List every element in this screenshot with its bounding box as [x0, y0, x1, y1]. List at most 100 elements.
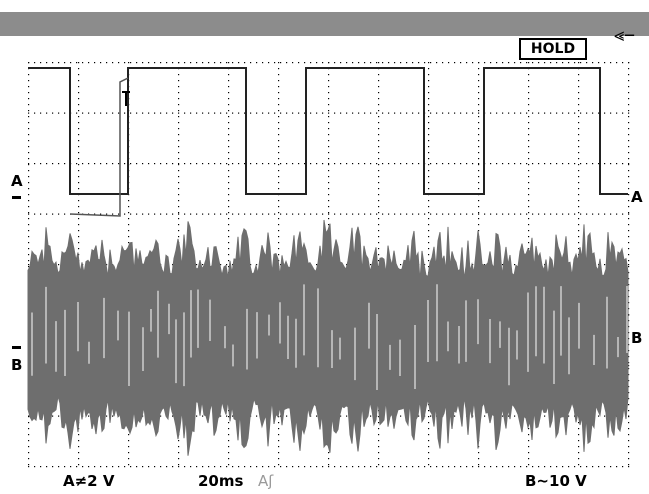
- grid-dot: [478, 140, 480, 142]
- grid-dot: [378, 218, 380, 220]
- grid-dot: [78, 116, 80, 118]
- grid-dot: [184, 466, 186, 468]
- grid-dot: [328, 458, 330, 460]
- grid-dot: [78, 242, 80, 244]
- grid-dot: [228, 452, 230, 454]
- grid-dot: [424, 62, 426, 64]
- grid-dot: [448, 213, 450, 215]
- grid-dot: [628, 62, 630, 64]
- grid-dot: [604, 62, 606, 64]
- grid-dot: [228, 128, 230, 130]
- grid-dot: [378, 458, 380, 460]
- grid-dot: [418, 112, 420, 114]
- grid-dot: [528, 434, 530, 436]
- grid-dot: [478, 176, 480, 178]
- grid-dot: [578, 434, 580, 436]
- grid-dot: [124, 466, 126, 468]
- grid-dot: [328, 163, 330, 165]
- grid-dot: [628, 365, 630, 367]
- grid-dot: [196, 62, 198, 64]
- timebase-readout[interactable]: 20ms: [198, 472, 244, 490]
- grid-dot: [128, 212, 130, 214]
- grid-dot: [442, 213, 444, 215]
- grid-dot: [28, 464, 30, 466]
- grid-dot: [94, 62, 96, 64]
- grid-dot: [628, 86, 630, 88]
- grid-dot: [70, 466, 72, 468]
- grid-dot: [514, 466, 516, 468]
- grid-dot: [268, 163, 270, 165]
- grid-dot: [428, 170, 430, 172]
- grid-dot: [528, 140, 530, 142]
- grid-dot: [394, 213, 396, 215]
- grid-dot: [278, 230, 280, 232]
- grid-dot: [604, 466, 606, 468]
- grid-dot: [496, 163, 498, 165]
- grid-dot: [358, 163, 360, 165]
- grid-dot: [148, 466, 150, 468]
- grid-dot: [550, 466, 552, 468]
- grid-dot: [378, 74, 380, 76]
- grid-dot: [578, 236, 580, 238]
- grid-dot: [28, 434, 30, 436]
- grid-dot: [370, 213, 372, 215]
- grid-dot: [262, 466, 264, 468]
- grid-dot: [592, 213, 594, 215]
- channel-a-left-marker: A: [11, 172, 23, 190]
- grid-dot: [328, 212, 330, 214]
- grid-dot: [40, 112, 42, 114]
- grid-dot: [304, 62, 306, 64]
- grid-dot: [484, 62, 486, 64]
- grid-dot: [378, 224, 380, 226]
- grid-dot: [484, 264, 486, 266]
- grid-dot: [262, 163, 264, 165]
- grid-dot: [28, 458, 30, 460]
- grid-dot: [622, 112, 624, 114]
- grid-dot: [478, 104, 480, 106]
- grid-dot: [628, 266, 630, 268]
- grid-dot: [604, 415, 606, 417]
- grid-dot: [28, 428, 30, 430]
- grid-dot: [226, 112, 228, 114]
- grid-dot: [58, 264, 60, 266]
- grid-dot: [502, 213, 504, 215]
- grid-dot: [478, 74, 480, 76]
- grid-dot: [178, 164, 180, 166]
- grid-dot: [376, 62, 378, 64]
- grid-dot: [580, 112, 582, 114]
- hold-indicator[interactable]: HOLD: [519, 38, 587, 60]
- channel-a-scale[interactable]: A≠2 V: [63, 472, 115, 490]
- grid-dot: [528, 206, 530, 208]
- grid-dot: [622, 213, 624, 215]
- grid-dot: [148, 62, 150, 64]
- grid-dot: [178, 224, 180, 226]
- grid-dot: [226, 62, 228, 64]
- grid-dot: [508, 163, 510, 165]
- grid-dot: [228, 248, 230, 250]
- grid-dot: [478, 213, 480, 215]
- grid-dot: [394, 112, 396, 114]
- grid-dot: [538, 163, 540, 165]
- grid-dot: [244, 112, 246, 114]
- grid-dot: [310, 466, 312, 468]
- grid-dot: [278, 416, 280, 418]
- grid-dot: [52, 415, 54, 417]
- grid-dot: [378, 434, 380, 436]
- grid-dot: [628, 158, 630, 160]
- grid-dot: [544, 112, 546, 114]
- grid-dot: [78, 434, 80, 436]
- grid-dot: [52, 163, 54, 165]
- grid-dot: [340, 466, 342, 468]
- grid-dot: [228, 434, 230, 436]
- grid-dot: [538, 466, 540, 468]
- channel-b-scale[interactable]: B~10 V: [525, 472, 587, 490]
- grid-dot: [52, 466, 54, 468]
- grid-dot: [628, 264, 630, 266]
- grid-dot: [78, 140, 80, 142]
- grid-dot: [428, 224, 430, 226]
- grid-dot: [528, 224, 530, 226]
- grid-dot: [406, 163, 408, 165]
- grid-dot: [430, 112, 432, 114]
- grid-dot: [628, 434, 630, 436]
- grid-dot: [232, 112, 234, 114]
